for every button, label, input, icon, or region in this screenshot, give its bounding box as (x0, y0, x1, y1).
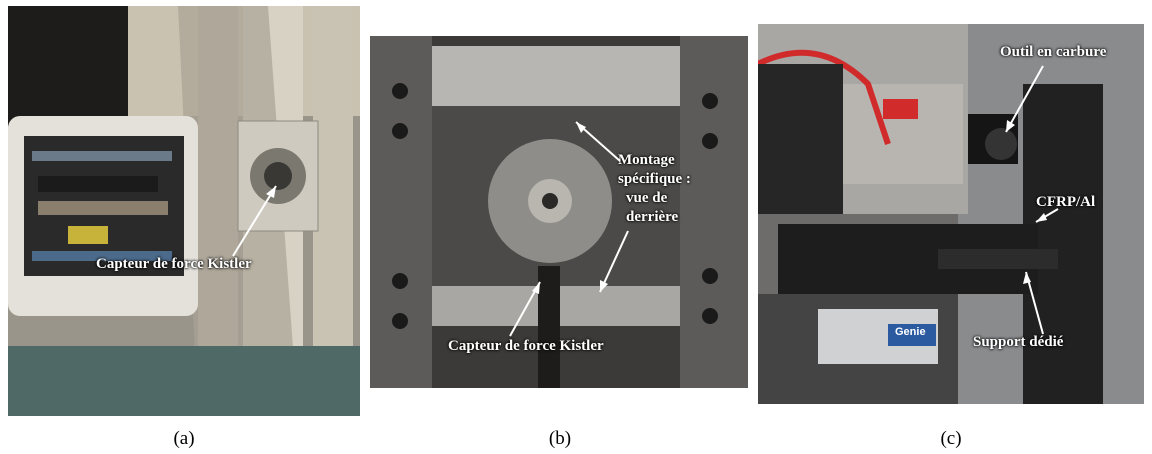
arrows-b (509, 121, 629, 337)
label-mount-line2: spécifique : (618, 171, 691, 187)
photo-c-image (758, 24, 1144, 404)
arrow-sensor-a (232, 185, 277, 257)
label-material: CFRP/Al (1036, 194, 1096, 210)
photo-c: Outil en carbure CFRP/Al Support dédié G… (758, 24, 1144, 404)
arrows-c (1005, 65, 1059, 335)
photo-b: Montage spécifique : vue de derrière Cap… (370, 36, 748, 388)
photo-b-image (370, 36, 748, 388)
caption-a: (a) (173, 428, 195, 449)
label-sensor-b: Capteur de force Kistler (448, 338, 604, 354)
label-support: Support dédié (973, 334, 1064, 350)
caption-b: (b) (548, 428, 572, 449)
label-sensor-a: Capteur de force Kistler (96, 256, 252, 272)
label-tool: Outil en carbure (1000, 44, 1107, 60)
photo-a: Capteur de force Kistler (8, 6, 360, 416)
label-mount-line1: Montage (618, 152, 675, 168)
camera-brand-logo: Genie (895, 326, 926, 338)
label-mount-line4: derrière (626, 209, 679, 225)
caption-c: (c) (940, 428, 962, 449)
photo-a-image (8, 6, 360, 416)
label-mount-line3: vue de (626, 190, 668, 206)
